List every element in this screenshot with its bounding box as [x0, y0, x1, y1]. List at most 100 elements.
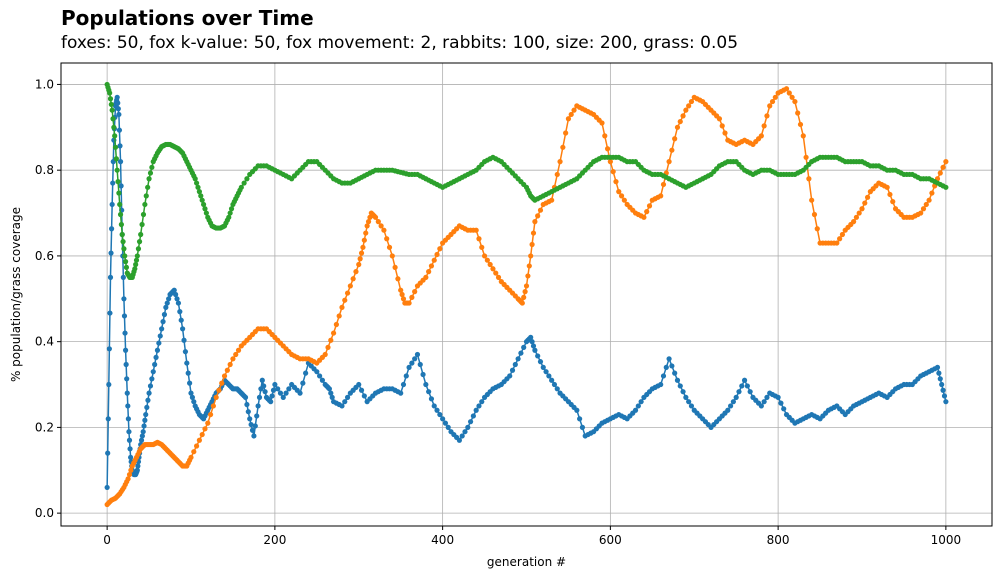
data-point	[521, 294, 527, 300]
data-point	[864, 194, 871, 200]
data-point	[574, 407, 580, 413]
y-tick-label: 1.0	[35, 77, 54, 91]
data-point	[719, 123, 725, 129]
data-point	[683, 107, 689, 113]
data-point	[160, 319, 166, 325]
axis-ticks: 0 200 400 600 800 1000 0.0 0.2 0.4 0.6 0.8 1.0	[35, 77, 961, 547]
data-point	[115, 106, 121, 112]
data-point	[107, 90, 113, 96]
data-point	[530, 343, 537, 349]
data-point	[342, 297, 348, 303]
data-point	[730, 399, 736, 405]
data-point	[417, 361, 423, 368]
y-tick-label: 0.6	[35, 249, 54, 263]
data-point	[936, 370, 942, 376]
data-point	[119, 231, 125, 238]
data-point	[118, 221, 124, 228]
data-point	[132, 266, 138, 272]
data-point	[353, 269, 359, 275]
data-point	[434, 251, 440, 258]
data-point	[660, 181, 667, 188]
data-point	[392, 264, 398, 270]
data-point	[125, 416, 131, 422]
data-point	[890, 199, 896, 205]
data-point	[233, 351, 239, 358]
data-point	[127, 446, 133, 452]
data-point	[537, 207, 544, 213]
data-point	[465, 424, 471, 430]
data-point	[357, 256, 363, 262]
data-point	[145, 397, 151, 403]
data-point	[116, 111, 122, 118]
data-point	[125, 403, 131, 409]
data-point	[941, 393, 948, 399]
data-point	[577, 416, 583, 422]
data-point	[540, 364, 546, 370]
y-tick-label: 0.4	[35, 335, 54, 349]
data-point	[175, 300, 182, 306]
data-point	[535, 213, 541, 219]
data-point	[122, 259, 129, 265]
data-point	[205, 420, 211, 426]
data-point	[199, 197, 205, 203]
data-point	[677, 383, 683, 389]
data-point	[856, 210, 862, 216]
data-point	[117, 201, 123, 208]
data-point	[202, 426, 208, 432]
data-point	[792, 98, 798, 105]
data-point	[929, 190, 935, 196]
data-point	[142, 201, 148, 208]
data-point	[122, 347, 129, 353]
data-point	[420, 371, 426, 378]
data-point	[607, 159, 613, 165]
chart-subtitle: foxes: 50, fox k-value: 50, fox movement…	[61, 33, 739, 53]
data-point	[467, 419, 474, 425]
data-point	[121, 246, 127, 252]
data-point	[716, 116, 723, 122]
data-point	[105, 416, 111, 422]
data-point	[116, 127, 123, 133]
data-point	[252, 423, 258, 429]
data-point	[329, 394, 335, 400]
data-point	[333, 321, 339, 328]
data-point	[934, 364, 941, 370]
data-point	[113, 156, 119, 162]
data-point	[431, 403, 437, 409]
data-point	[543, 369, 549, 375]
data-point	[381, 227, 387, 233]
data-point	[940, 164, 946, 170]
data-point	[546, 373, 552, 379]
x-tick-label: 1000	[931, 533, 962, 547]
data-point	[372, 214, 379, 220]
data-point	[122, 253, 128, 259]
data-point	[560, 144, 566, 150]
data-point	[632, 407, 639, 413]
data-point	[530, 230, 537, 236]
data-point	[399, 291, 405, 298]
data-point	[174, 296, 180, 302]
data-point	[314, 369, 320, 375]
data-point	[386, 244, 393, 250]
data-point	[191, 449, 197, 455]
data-point	[610, 169, 616, 175]
data-point	[219, 380, 225, 386]
data-point	[181, 337, 187, 343]
data-point	[943, 399, 949, 405]
data-point	[747, 389, 753, 395]
data-point	[121, 313, 128, 319]
data-point	[428, 263, 435, 269]
data-point	[147, 383, 154, 389]
data-point	[194, 443, 200, 449]
data-point	[269, 393, 275, 399]
data-point	[412, 356, 418, 362]
data-point	[198, 193, 204, 199]
data-point	[330, 330, 337, 336]
plot-frame	[60, 62, 993, 527]
data-point	[241, 180, 247, 186]
data-point	[106, 381, 112, 388]
data-point	[124, 390, 130, 396]
data-point	[149, 164, 155, 170]
data-point	[725, 407, 731, 413]
data-point	[537, 359, 544, 365]
data-point	[638, 399, 644, 405]
